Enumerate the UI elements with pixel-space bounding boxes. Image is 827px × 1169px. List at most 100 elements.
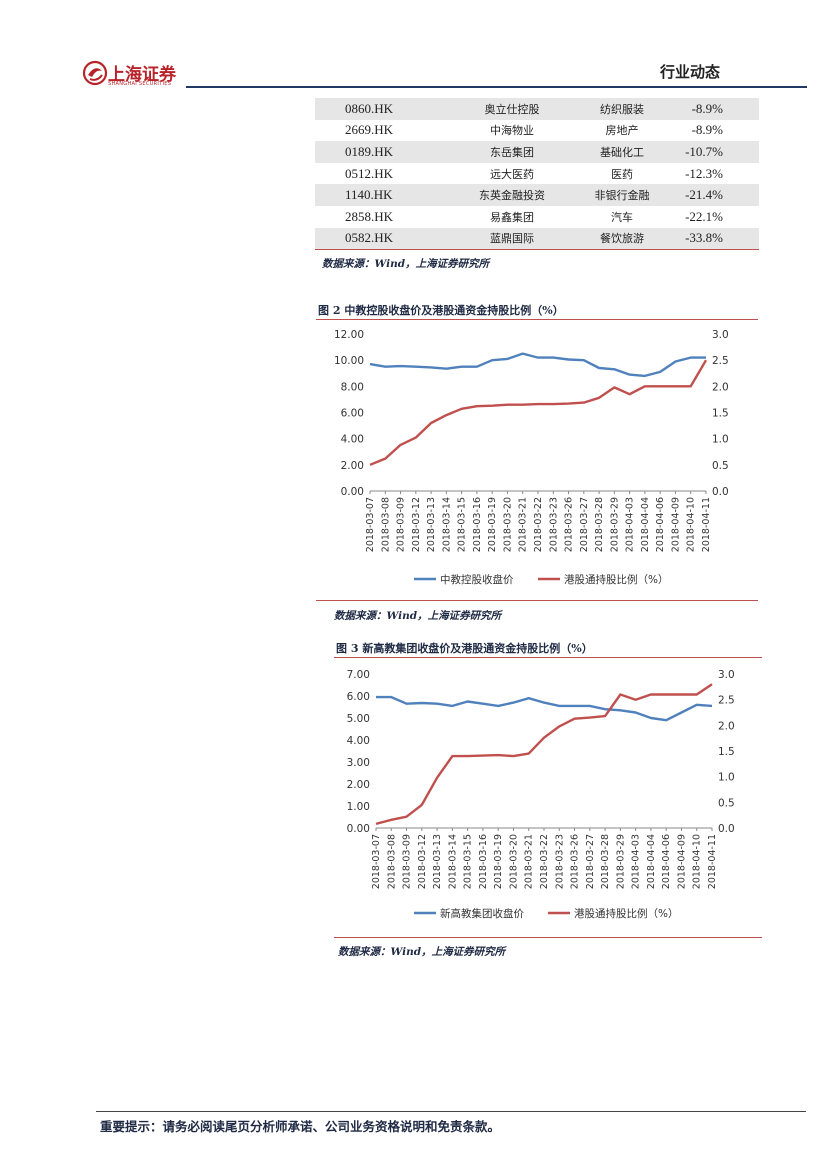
series-line-holding-ratio xyxy=(369,359,708,466)
x-tick-label: 2018-03-27 xyxy=(579,497,590,552)
x-tick-label: 2018-03-26 xyxy=(570,834,581,889)
x-tick-label: 2018-03-08 xyxy=(380,497,391,552)
industry-cell: 纺织服装 xyxy=(567,98,677,120)
x-tick-label: 2018-03-15 xyxy=(463,834,474,889)
table-row: 0860.HK 奥立仕控股 纺织服装 -8.9% xyxy=(315,98,759,120)
stock-name-cell: 中海物业 xyxy=(490,124,534,138)
footer-divider xyxy=(96,1111,806,1112)
price-change-cell: -8.9% xyxy=(691,122,723,138)
x-tick-label: 2018-03-08 xyxy=(386,834,397,889)
x-tick-label: 2018-03-19 xyxy=(487,497,498,552)
y-right-tick-label: 0.0 xyxy=(712,486,729,498)
x-tick-label: 2018-03-21 xyxy=(524,834,535,889)
table-bottom-border xyxy=(315,249,759,250)
x-tick-label: 2018-04-04 xyxy=(646,834,657,889)
x-tick-label: 2018-03-16 xyxy=(478,834,489,889)
series-line-close-price xyxy=(369,352,706,378)
disclaimer-notice: 重要提示：请务必阅读尾页分析师承诺、公司业务资格说明和免责条款。 xyxy=(100,1119,501,1134)
stock-code-cell: 2669.HK xyxy=(345,122,394,138)
figure-3-top-rule xyxy=(334,657,762,658)
x-tick-label: 2018-03-14 xyxy=(441,497,452,552)
y-right-tick-label: 2.0 xyxy=(712,381,729,393)
x-tick-label: 2018-03-13 xyxy=(432,834,443,889)
x-tick-label: 2018-04-10 xyxy=(692,834,703,889)
x-tick-label: 2018-03-20 xyxy=(508,834,519,889)
x-tick-label: 2018-04-11 xyxy=(707,834,718,889)
stock-code-cell: 0189.HK xyxy=(315,141,457,163)
y-right-tick-label: 0.5 xyxy=(712,460,729,472)
y-left-tick-label: 7.00 xyxy=(347,669,370,681)
industry-cell: 餐饮旅游 xyxy=(567,227,677,250)
figure-2-bottom-rule xyxy=(316,600,758,601)
price-change-cell: -21.4% xyxy=(677,184,759,206)
y-right-tick-label: 1.0 xyxy=(712,434,729,446)
y-right-tick-label: 0.0 xyxy=(718,823,735,835)
y-right-tick-label: 1.5 xyxy=(718,746,735,758)
table-row: 0582.HK 蓝鼎国际 餐饮旅游 -33.8% xyxy=(315,227,759,250)
legend-label: 港股通持股比例（%） xyxy=(574,907,678,920)
x-tick-label: 2018-04-03 xyxy=(625,497,636,552)
x-tick-label: 2018-04-09 xyxy=(670,497,681,552)
x-tick-label: 2018-03-28 xyxy=(594,497,605,552)
x-tick-label: 2018-03-23 xyxy=(548,497,559,552)
y-left-tick-label: 2.00 xyxy=(347,779,370,791)
x-tick-label: 2018-03-09 xyxy=(402,834,413,889)
x-tick-label: 2018-03-09 xyxy=(396,497,407,552)
figure-2-source-note: 数据来源：Wind，上海证券研究所 xyxy=(334,610,502,622)
y-left-tick-label: 2.00 xyxy=(341,460,364,472)
y-right-tick-label: 2.5 xyxy=(712,355,729,367)
logo-emblem-icon xyxy=(82,60,108,86)
x-tick-label: 2018-03-22 xyxy=(533,497,544,552)
figure-2-chart: 0.00 2.00 4.00 6.00 8.00 10.00 12.00 0.0 0.5 1.0 1… xyxy=(334,329,729,586)
x-tick-label: 2018-03-19 xyxy=(493,834,504,889)
figure-3-title: 图 3 新高教集团收盘价及港股通资金持股比例（%） xyxy=(336,642,593,655)
x-tick-label: 2018-03-14 xyxy=(447,834,458,889)
table-row: 0512.HK 远大医药 医药 -12.3% xyxy=(315,163,759,185)
x-tick-label: 2018-03-07 xyxy=(371,834,382,889)
x-tick-label: 2018-03-12 xyxy=(411,497,422,552)
table-source-note: 数据来源：Wind，上海证券研究所 xyxy=(322,258,490,270)
y-right-tick-label: 2.0 xyxy=(718,720,735,732)
x-tick-label: 2018-04-06 xyxy=(661,834,672,889)
logo-chinese-text: 上海证券 xyxy=(108,65,176,85)
y-left-tick-label: 6.00 xyxy=(347,691,370,703)
series-line-holding-ratio xyxy=(375,683,713,826)
x-tick-label: 2018-04-06 xyxy=(655,497,666,552)
figure-3-chart: 0.00 1.00 2.00 3.00 4.00 5.00 6.00 7.00 0.0 0.5 1.… xyxy=(347,669,735,920)
series-line-close-price xyxy=(376,695,713,722)
stock-code-cell: 0582.HK xyxy=(315,227,457,250)
header-divider xyxy=(186,86,807,88)
price-change-cell: -12.3% xyxy=(685,165,723,181)
figure-3-bottom-rule xyxy=(334,937,762,938)
price-change-cell: -22.1% xyxy=(685,208,723,224)
legend-label: 中教控股收盘价 xyxy=(440,573,514,586)
x-tick-label: 2018-03-28 xyxy=(600,834,611,889)
x-tick-label: 2018-04-11 xyxy=(701,497,712,552)
x-tick-label: 2018-03-29 xyxy=(609,497,620,552)
y-left-tick-label: 4.00 xyxy=(347,735,370,747)
y-left-tick-label: 1.00 xyxy=(347,801,370,813)
industry-cell: 非银行金融 xyxy=(567,184,677,206)
stock-name-cell: 东岳集团 xyxy=(457,141,567,163)
y-left-tick-label: 6.00 xyxy=(341,408,364,420)
table-row: 1140.HK 东英金融投资 非银行金融 -21.4% xyxy=(315,184,759,206)
x-tick-label: 2018-04-09 xyxy=(676,834,687,889)
x-tick-label: 2018-03-27 xyxy=(585,834,596,889)
company-logo: 上海证券 SHANGHAI SECURITIES xyxy=(82,58,187,90)
stock-name-cell: 东英金融投资 xyxy=(457,184,567,206)
y-right-tick-label: 0.5 xyxy=(718,797,735,809)
stock-code-cell: 2858.HK xyxy=(345,208,394,224)
price-change-cell: -33.8% xyxy=(677,227,759,250)
x-tick-label: 2018-03-15 xyxy=(457,497,468,552)
y-left-tick-label: 0.00 xyxy=(341,486,364,498)
legend-label: 港股通持股比例（%） xyxy=(564,573,668,586)
y-left-tick-label: 3.00 xyxy=(347,757,370,769)
y-left-tick-label: 10.00 xyxy=(334,355,364,367)
legend-label: 新高教集团收盘价 xyxy=(440,907,524,920)
y-left-tick-label: 4.00 xyxy=(341,434,364,446)
x-tick-label: 2018-03-29 xyxy=(615,834,626,889)
y-left-tick-label: 0.00 xyxy=(347,823,370,835)
y-right-tick-label: 3.0 xyxy=(718,669,735,681)
x-tick-label: 2018-03-20 xyxy=(502,497,513,552)
stock-name-cell: 蓝鼎国际 xyxy=(457,227,567,250)
